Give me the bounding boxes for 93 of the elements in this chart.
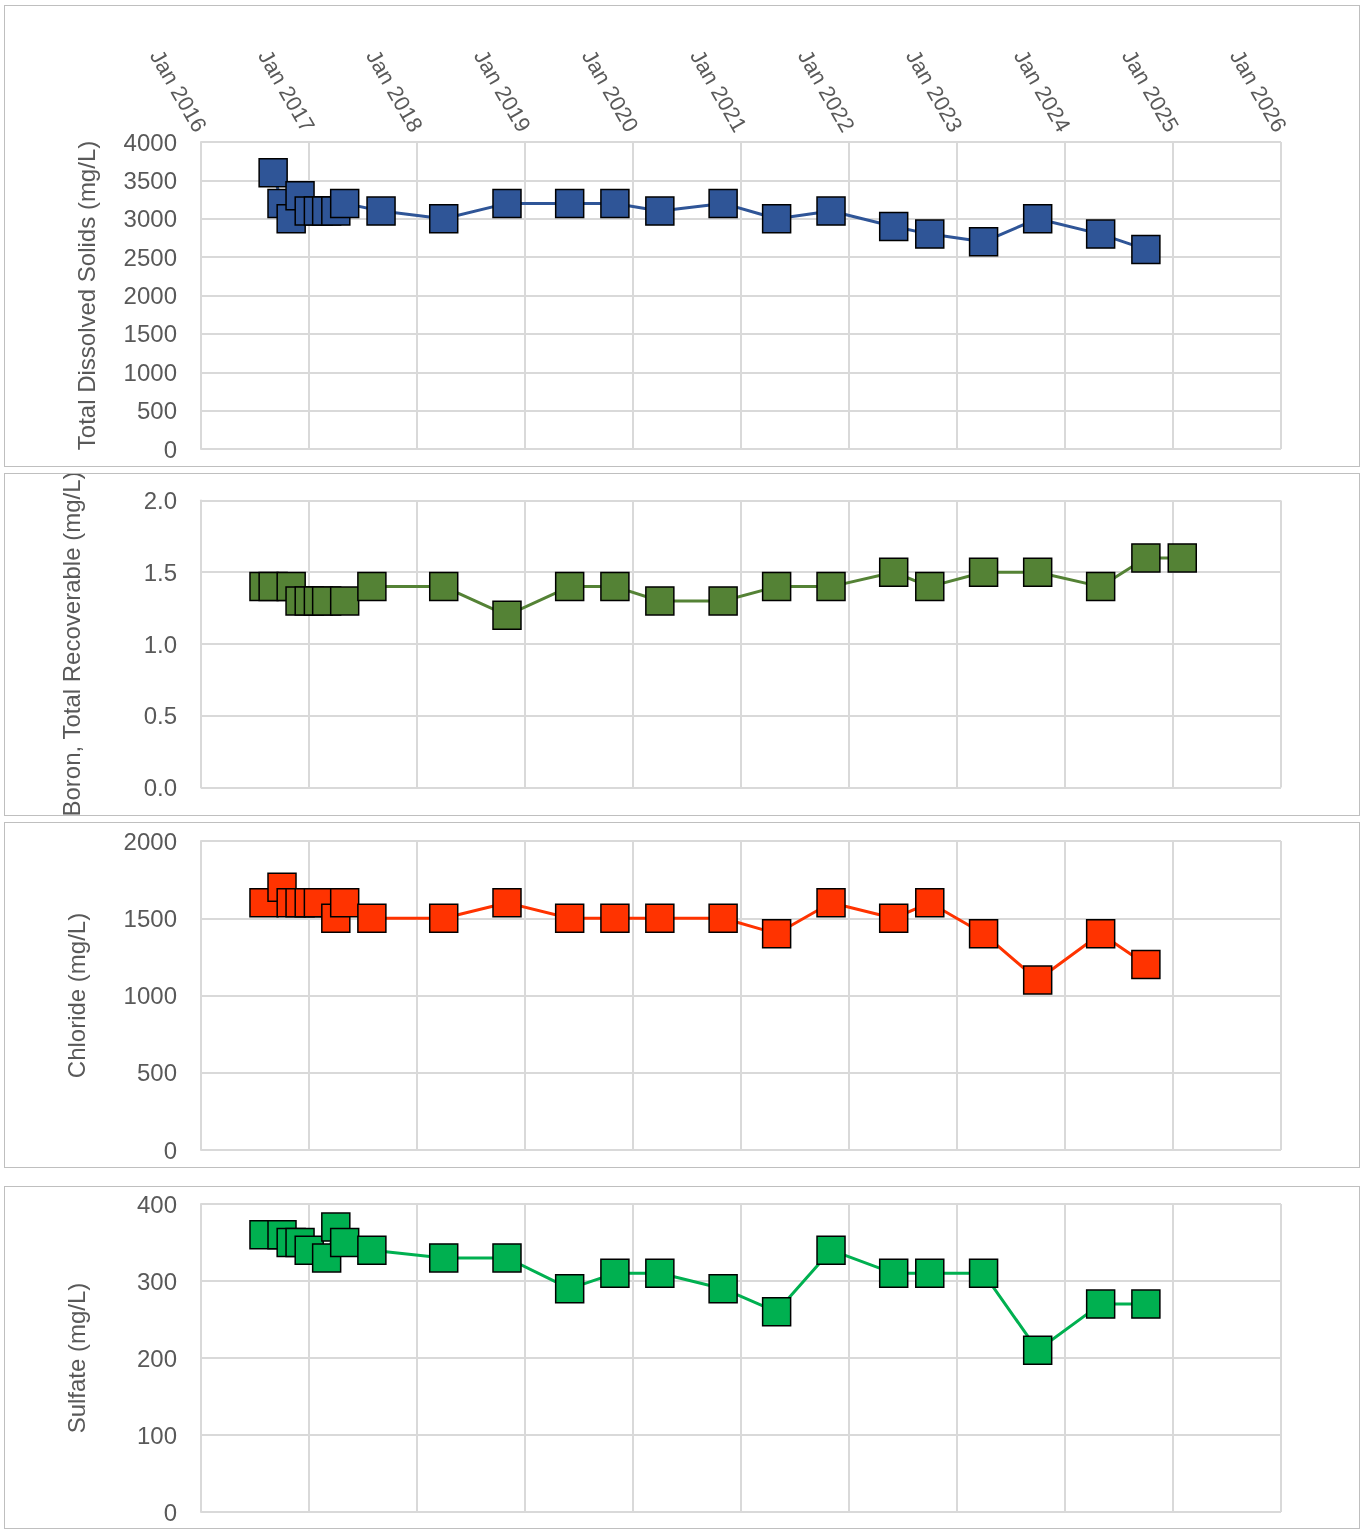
y-tick-label: 2.0 (143, 486, 177, 514)
point (816, 571, 846, 602)
point (329, 586, 360, 616)
point (1022, 557, 1053, 587)
y-tick-label: 1500 (123, 904, 177, 932)
point (357, 903, 387, 933)
point (428, 903, 459, 933)
point (878, 903, 909, 933)
y-tick-label: 500 (136, 397, 177, 425)
y-tick-label: 500 (136, 1059, 177, 1087)
y-tick-label: 1.0 (143, 630, 177, 658)
point (554, 1273, 585, 1304)
y-tick-label: 3500 (123, 166, 177, 194)
point (915, 888, 945, 918)
point (968, 918, 999, 949)
y-axis-title: Chloride (mg/L) (62, 912, 90, 1079)
point (1131, 949, 1161, 980)
point (1022, 204, 1053, 234)
y-tick-label: 2000 (123, 282, 177, 309)
point (600, 903, 630, 933)
point (761, 571, 792, 602)
y-tick-label: 400 (136, 1190, 177, 1218)
point (329, 888, 360, 918)
point (600, 571, 630, 602)
y-tick-label: 2500 (123, 243, 177, 271)
point (878, 557, 909, 587)
y-tick-label: 1500 (123, 320, 177, 348)
point (816, 1235, 846, 1265)
point (1085, 918, 1116, 949)
y-tick-label: 1000 (123, 358, 177, 386)
point (492, 188, 522, 219)
y-tick-label: 1.5 (143, 558, 177, 586)
point (492, 888, 522, 918)
point (708, 188, 738, 219)
point (329, 1227, 360, 1258)
point (357, 1235, 387, 1265)
point (428, 571, 459, 602)
y-tick-label: 0 (163, 435, 177, 463)
y-tick-label: 0 (163, 1136, 177, 1164)
y-tick-label: 4000 (123, 128, 177, 156)
y-tick-label: 0 (163, 1498, 177, 1526)
point (428, 1243, 459, 1273)
point (761, 918, 792, 949)
point (761, 204, 792, 234)
y-tick-label: 3000 (123, 205, 177, 233)
y-tick-label: 100 (136, 1421, 177, 1449)
point (366, 196, 396, 226)
y-tick-label: 0.5 (143, 702, 177, 730)
point (645, 1258, 675, 1289)
point (816, 196, 846, 226)
point (968, 557, 999, 587)
point (915, 219, 945, 249)
y-tick-label: 200 (136, 1344, 177, 1372)
y-axis-title: Total Dissolved Solids (mg/L) (72, 140, 100, 451)
point (1085, 571, 1116, 602)
point (645, 586, 675, 616)
point (1022, 1335, 1053, 1366)
point (1022, 965, 1053, 995)
point (258, 157, 288, 188)
point (600, 1258, 630, 1289)
point (761, 1297, 792, 1327)
y-tick-label: 2000 (123, 827, 177, 855)
point (645, 903, 675, 933)
point (1085, 219, 1116, 249)
point (878, 211, 909, 242)
y-tick-label: 300 (136, 1267, 177, 1295)
point (816, 888, 846, 918)
point (968, 227, 999, 257)
point (1131, 234, 1161, 265)
y-tick-label: 1000 (123, 982, 177, 1009)
point (554, 903, 585, 933)
y-tick-label: 0.0 (143, 774, 177, 802)
point (708, 586, 738, 616)
point (1085, 1289, 1116, 1319)
point (428, 204, 459, 234)
point (915, 571, 945, 602)
point (600, 188, 630, 219)
point (645, 196, 675, 226)
point (708, 1273, 738, 1304)
point (554, 188, 585, 219)
point (1167, 543, 1197, 573)
point (915, 1258, 945, 1289)
point (357, 571, 387, 602)
point (492, 1243, 522, 1273)
y-axis-title: Sulfate (mg/L) (62, 1282, 90, 1434)
point (1131, 543, 1161, 573)
point (878, 1258, 909, 1289)
point (1131, 1289, 1161, 1319)
point (968, 1258, 999, 1289)
point (554, 571, 585, 602)
point (329, 188, 360, 219)
point (492, 600, 522, 631)
point (708, 903, 738, 933)
